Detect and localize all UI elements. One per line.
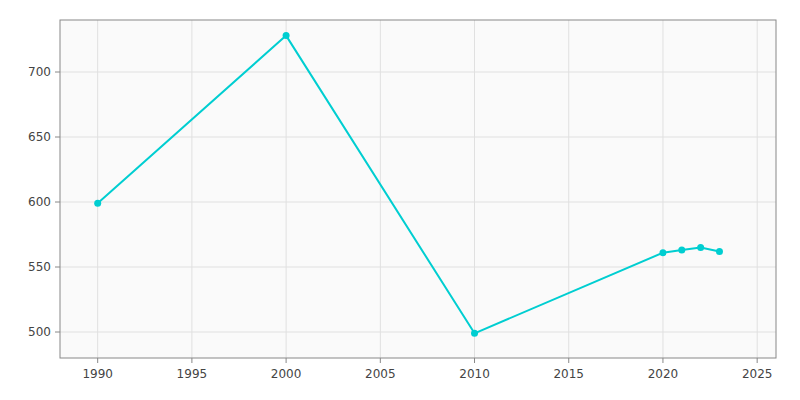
x-grid-line: [380, 20, 381, 358]
x-tick-label: 2020: [648, 367, 679, 381]
y-grid-line: [60, 72, 776, 73]
point: [716, 248, 723, 255]
x-grid-line: [662, 20, 663, 358]
chart-container: 1990 1995 2000 2005 2010 2015 2020 2025 500 550 60…: [0, 0, 800, 400]
x-grid-line: [568, 20, 569, 358]
x-grid-line: [286, 20, 287, 358]
y-grid-line: [60, 202, 776, 203]
y-tick: [55, 137, 60, 138]
y-grid-line: [60, 267, 776, 268]
y-tick-label: 550: [28, 260, 51, 274]
x-tick: [474, 358, 475, 363]
x-tick: [568, 358, 569, 363]
point: [283, 32, 290, 39]
y-tick-label: 700: [28, 65, 51, 79]
line: [98, 36, 720, 334]
y-tick: [55, 332, 60, 333]
tick-labels: 1990 1995 2000 2005 2010 2015 2020 2025 500 550 60…: [28, 65, 772, 381]
x-tick: [757, 358, 758, 363]
point: [94, 200, 101, 207]
y-tick: [55, 72, 60, 73]
point: [471, 330, 478, 337]
x-tick-label: 2015: [553, 367, 584, 381]
x-tick: [97, 358, 98, 363]
x-tick: [380, 358, 381, 363]
x-tick-label: 2005: [365, 367, 396, 381]
y-tick-label: 500: [28, 325, 51, 339]
x-tick-label: 2010: [459, 367, 490, 381]
plot-background: [60, 20, 776, 358]
x-tick: [662, 358, 663, 363]
y-tick: [55, 267, 60, 268]
point: [697, 244, 704, 251]
chart-svg: 1990 1995 2000 2005 2010 2015 2020 2025 500 550 60…: [0, 0, 800, 400]
y-grid-line: [60, 137, 776, 138]
grid: [60, 20, 776, 358]
plot-frame: [60, 20, 776, 358]
point: [678, 247, 685, 254]
x-tick-label: 2000: [271, 367, 302, 381]
series: [94, 32, 723, 337]
x-grid-line: [757, 20, 758, 358]
y-tick-label: 600: [28, 195, 51, 209]
x-grid-line: [191, 20, 192, 358]
x-grid-line: [97, 20, 98, 358]
y-grid-line: [60, 332, 776, 333]
x-grid-line: [474, 20, 475, 358]
x-tick-label: 2025: [742, 367, 773, 381]
y-tick-label: 650: [28, 130, 51, 144]
x-tick: [286, 358, 287, 363]
y-tick: [55, 202, 60, 203]
point: [659, 249, 666, 256]
x-tick-label: 1990: [82, 367, 113, 381]
x-tick-label: 1995: [177, 367, 208, 381]
x-tick: [191, 358, 192, 363]
